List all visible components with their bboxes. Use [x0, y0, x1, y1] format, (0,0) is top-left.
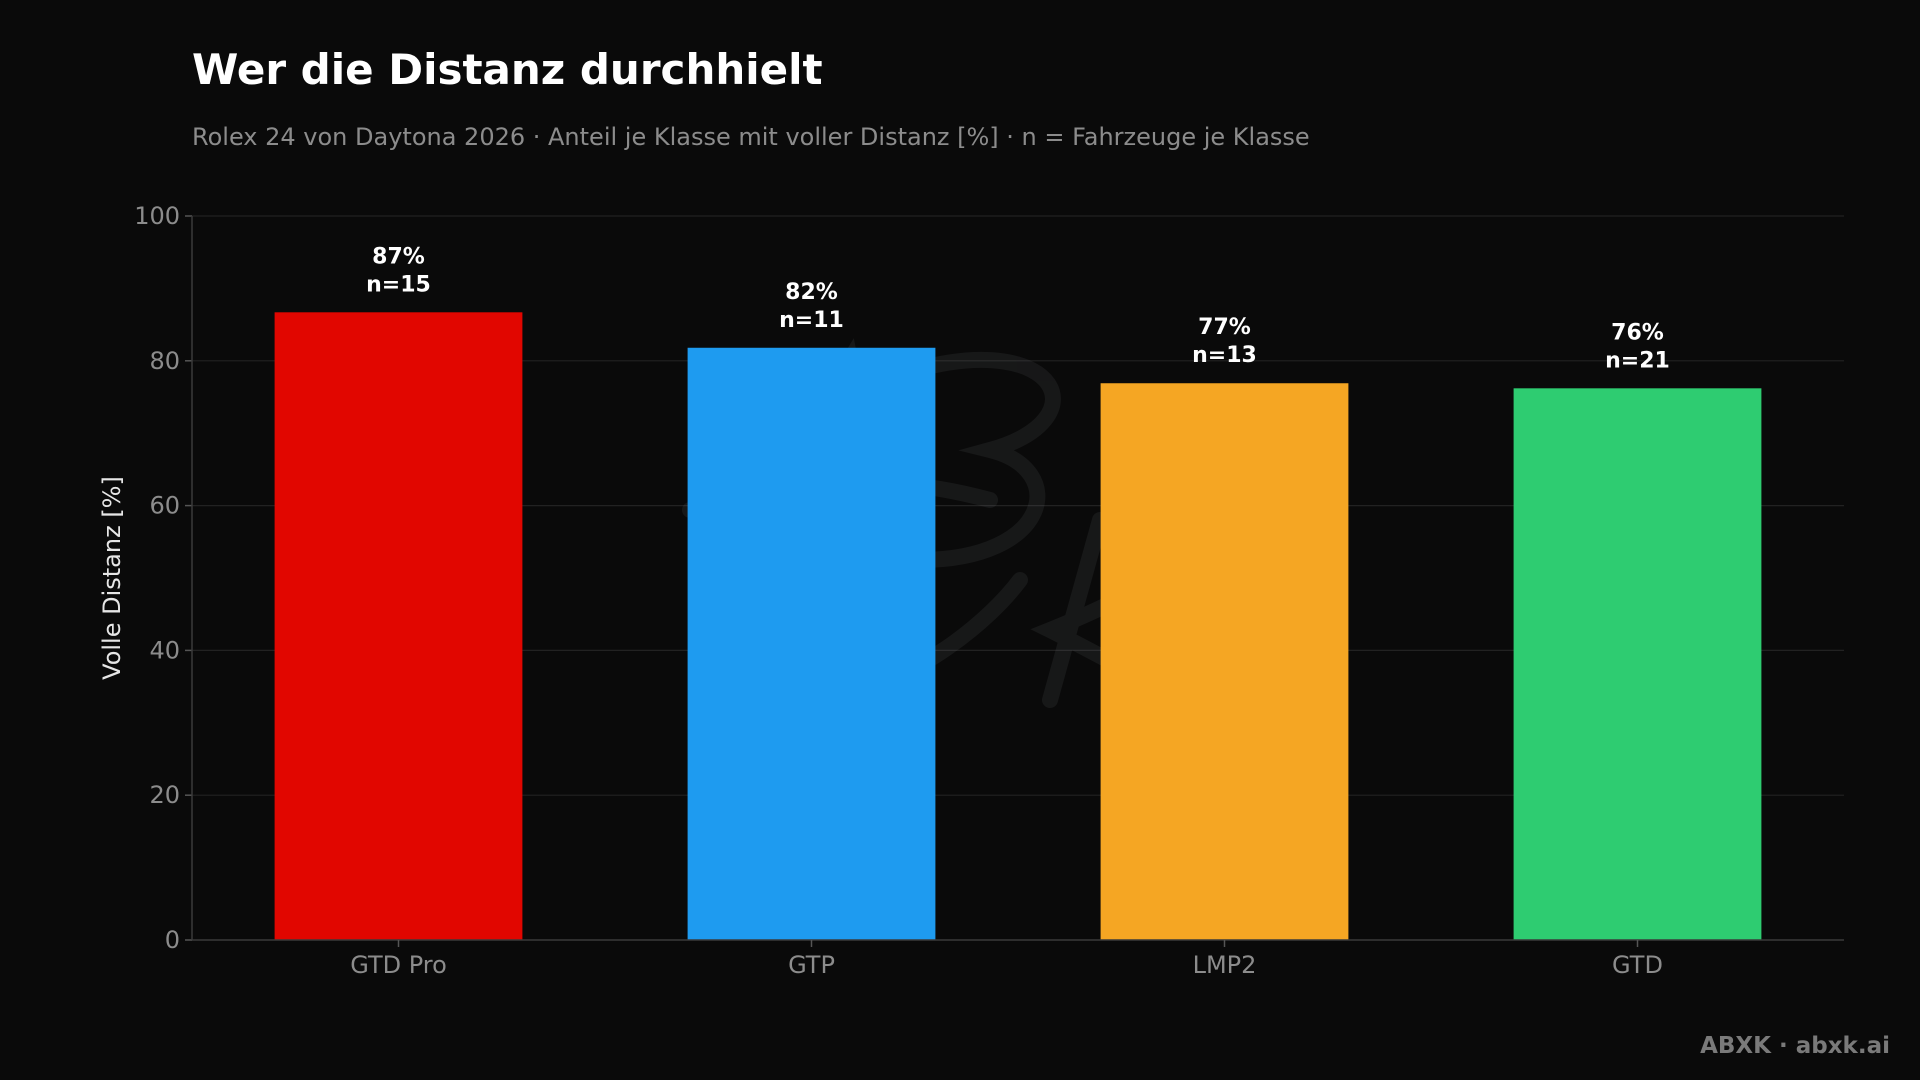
bar: [274, 312, 523, 940]
bar-count-label: n=11: [779, 308, 844, 333]
bar: [1100, 383, 1349, 940]
y-tick-label: 100: [134, 202, 180, 230]
y-axis-ticks: 0 20 40 60 80 100: [134, 202, 192, 954]
chart-subtitle: Rolex 24 von Daytona 2026 · Anteil je Kl…: [192, 123, 1310, 151]
y-axis-label: Volle Distanz [%]: [98, 476, 126, 680]
x-axis-ticks: GTD Pro GTP LMP2 GTD: [350, 940, 1663, 979]
bar-labels: 87% n=15 82% n=11 77% n=13 76% n=21: [366, 244, 1670, 373]
bar: [1513, 388, 1762, 940]
bar-value-label: 76%: [1611, 320, 1664, 345]
chart-title: Wer die Distanz durchhielt: [192, 45, 823, 94]
x-tick-label: LMP2: [1193, 951, 1257, 979]
y-tick-label: 0: [165, 926, 180, 954]
x-tick-label: GTD: [1612, 951, 1663, 979]
y-tick-label: 40: [149, 636, 180, 664]
bar-count-label: n=21: [1605, 348, 1670, 373]
y-tick-label: 60: [149, 492, 180, 520]
bars: [274, 312, 1762, 940]
x-tick-label: GTP: [788, 951, 835, 979]
bar-value-label: 77%: [1198, 315, 1251, 340]
bar-value-label: 82%: [785, 280, 838, 305]
x-tick-label: GTD Pro: [350, 951, 447, 979]
y-tick-label: 20: [149, 781, 180, 809]
bar-count-label: n=13: [1192, 343, 1257, 368]
footer-brand: ABXK · abxk.ai: [1700, 1033, 1890, 1059]
y-tick-label: 80: [149, 347, 180, 375]
bar-value-label: 87%: [372, 244, 425, 269]
bar: [687, 347, 936, 940]
bar-count-label: n=15: [366, 272, 431, 297]
